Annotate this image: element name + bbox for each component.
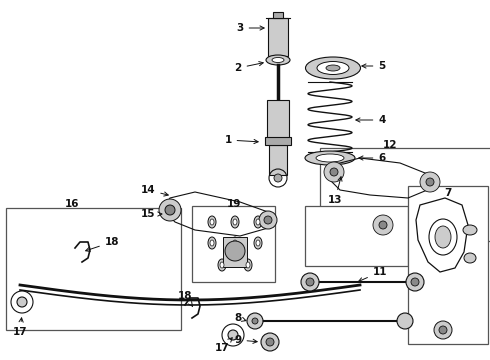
Text: 17: 17 <box>13 318 27 337</box>
Ellipse shape <box>256 219 260 225</box>
Circle shape <box>379 221 387 229</box>
Ellipse shape <box>233 240 237 246</box>
Ellipse shape <box>316 154 344 162</box>
Circle shape <box>165 205 175 215</box>
Ellipse shape <box>254 237 262 249</box>
Circle shape <box>274 174 282 182</box>
Text: 11: 11 <box>359 267 387 282</box>
Ellipse shape <box>244 259 252 271</box>
Bar <box>265 137 291 145</box>
Ellipse shape <box>208 216 216 228</box>
Ellipse shape <box>463 225 477 235</box>
Text: 17: 17 <box>215 338 232 353</box>
Bar <box>268 18 288 56</box>
Ellipse shape <box>326 65 340 71</box>
Text: 13: 13 <box>328 177 342 205</box>
Text: 16: 16 <box>65 199 79 209</box>
Circle shape <box>225 241 245 261</box>
Circle shape <box>259 211 277 229</box>
Text: 15: 15 <box>141 209 162 219</box>
Ellipse shape <box>210 219 214 225</box>
Circle shape <box>411 278 419 286</box>
Bar <box>267 100 289 142</box>
Bar <box>223 237 247 267</box>
Circle shape <box>266 338 274 346</box>
Ellipse shape <box>231 216 239 228</box>
Text: 14: 14 <box>141 185 168 196</box>
Ellipse shape <box>246 262 250 268</box>
Circle shape <box>11 291 33 313</box>
Circle shape <box>397 313 413 329</box>
Circle shape <box>301 273 319 291</box>
Ellipse shape <box>435 226 451 248</box>
Ellipse shape <box>266 55 290 65</box>
Circle shape <box>324 162 344 182</box>
Circle shape <box>159 199 181 221</box>
Ellipse shape <box>256 240 260 246</box>
Ellipse shape <box>254 216 262 228</box>
Text: 6: 6 <box>359 153 386 163</box>
Ellipse shape <box>233 219 237 225</box>
Circle shape <box>306 278 314 286</box>
Circle shape <box>406 273 424 291</box>
Circle shape <box>247 313 263 329</box>
Text: 8: 8 <box>234 313 246 323</box>
Ellipse shape <box>429 219 457 255</box>
Text: 19: 19 <box>227 199 241 209</box>
Text: 5: 5 <box>362 61 386 71</box>
Bar <box>305 206 408 266</box>
Circle shape <box>426 178 434 186</box>
Circle shape <box>222 324 244 346</box>
Ellipse shape <box>305 151 355 165</box>
Ellipse shape <box>218 259 226 271</box>
Text: 18: 18 <box>86 237 119 251</box>
Ellipse shape <box>305 57 361 79</box>
Circle shape <box>434 321 452 339</box>
Ellipse shape <box>210 240 214 246</box>
Bar <box>273 12 283 18</box>
Text: 4: 4 <box>356 115 386 125</box>
Ellipse shape <box>208 237 216 249</box>
Circle shape <box>420 172 440 192</box>
Circle shape <box>373 215 393 235</box>
Text: 7: 7 <box>444 188 452 198</box>
Text: 2: 2 <box>234 62 263 73</box>
Bar <box>6 208 181 330</box>
Bar <box>408 186 488 344</box>
Ellipse shape <box>231 237 239 249</box>
Circle shape <box>252 318 258 324</box>
Circle shape <box>439 326 447 334</box>
Text: 3: 3 <box>236 23 264 33</box>
Circle shape <box>17 297 27 307</box>
Bar <box>320 148 490 241</box>
Circle shape <box>330 168 338 176</box>
Text: 18: 18 <box>178 291 193 306</box>
Bar <box>269 145 287 175</box>
Ellipse shape <box>464 253 476 263</box>
Ellipse shape <box>317 62 349 75</box>
Circle shape <box>264 216 272 224</box>
Text: 12: 12 <box>383 140 397 150</box>
Text: 9: 9 <box>234 335 257 345</box>
Bar <box>192 206 275 282</box>
Ellipse shape <box>272 58 284 63</box>
Ellipse shape <box>220 262 224 268</box>
Circle shape <box>261 333 279 351</box>
Circle shape <box>228 330 238 340</box>
Text: 1: 1 <box>224 135 258 145</box>
